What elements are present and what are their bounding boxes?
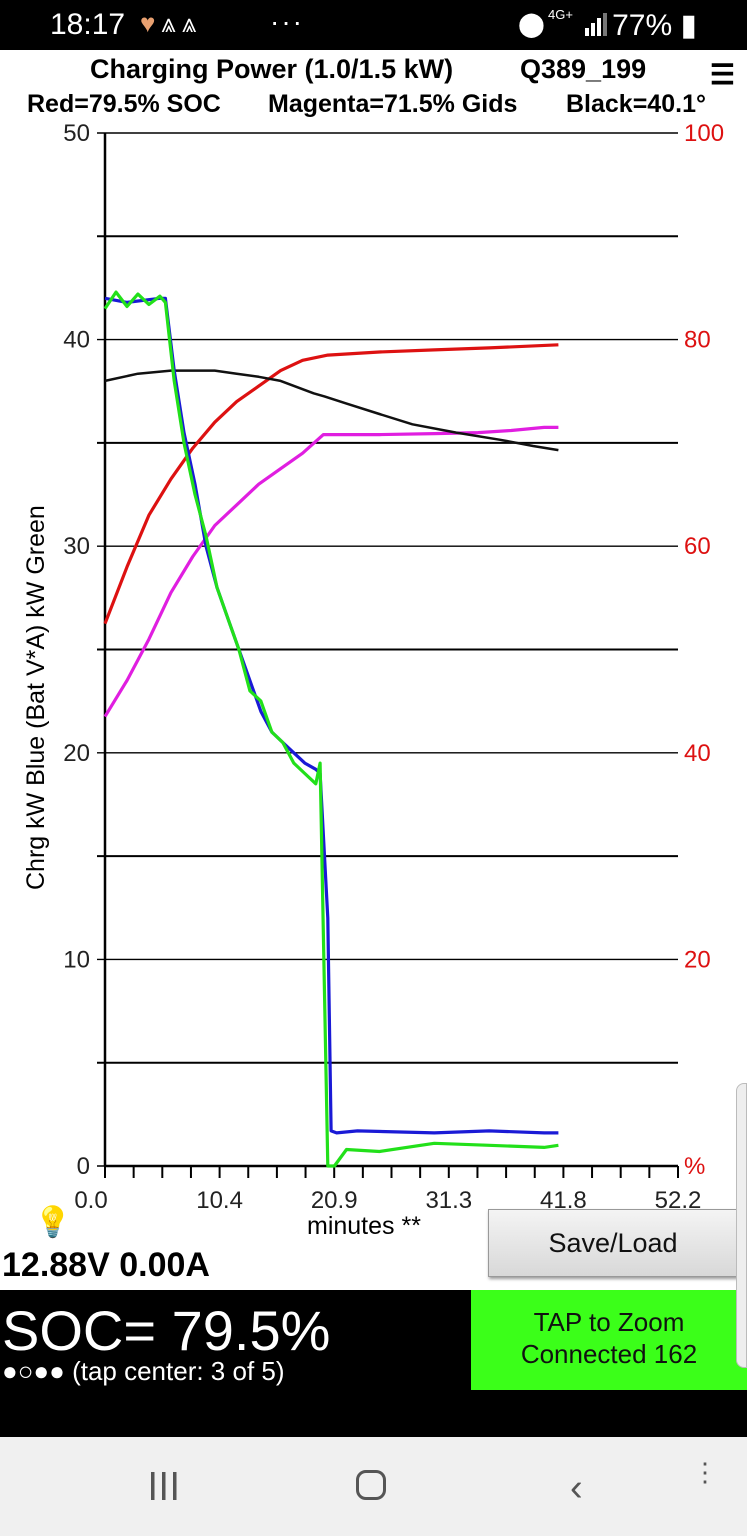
lightbulb-icon[interactable]: 💡	[34, 1206, 72, 1239]
app-a-icon: ⩓	[182, 8, 203, 38]
x-tick-label: 41.8	[540, 1187, 587, 1210]
tap-center-label: (tap center: 3 of 5)	[72, 1356, 285, 1386]
chart-title: Charging Power (1.0/1.5 kW)	[90, 54, 454, 84]
y2-tick-label: %	[684, 1153, 705, 1180]
connection-status: Connected 162	[520, 1339, 698, 1369]
battery-status: 77% ▮	[612, 8, 697, 43]
x-tick-label: 10.4	[196, 1187, 243, 1210]
network-type-label: 4G+	[548, 7, 573, 22]
zoom-label: TAP to Zoom	[533, 1307, 685, 1337]
x-tick-label: 52.2	[655, 1187, 702, 1210]
page-dots-indicator: ●○●●	[2, 1356, 65, 1386]
more-notifications-icon: ···	[270, 6, 304, 37]
status-time: 18:17	[50, 8, 126, 41]
battery-percent: 77%	[612, 9, 673, 42]
status-bar: 18:17 ♥⩓⩓ ··· ⬤ 4G+ 77% ▮	[0, 0, 747, 50]
y-tick-label: 40	[63, 327, 90, 354]
heart-icon: ♥	[140, 8, 162, 38]
series-line-red	[103, 343, 559, 625]
y2-tick-label: 60	[684, 533, 711, 560]
legend-red: Red=79.5% SOC	[27, 90, 221, 118]
app-a-icon: ⩓	[161, 8, 183, 38]
legend-magenta: Magenta=71.5% Gids	[268, 90, 518, 118]
y-tick-label: 10	[63, 946, 90, 973]
edge-panel-handle[interactable]	[736, 1083, 747, 1368]
y-tick-label: 50	[63, 120, 90, 147]
y2-tick-label: 80	[684, 327, 711, 354]
y2-tick-label: 20	[684, 946, 711, 973]
y-tick-label: 0	[77, 1153, 90, 1180]
voltage-current-readout: 12.88V 0.00A	[2, 1246, 210, 1284]
legend-black: Black=40.1°	[566, 90, 706, 118]
notification-icons: ♥⩓⩓	[140, 8, 203, 40]
series-line-black	[104, 369, 559, 452]
y-axis-title: Chrg kW Blue (Bat V*A) kW Green	[22, 505, 50, 890]
y-tick-label: 20	[63, 740, 90, 767]
navigation-bar: ‹ ⋮	[0, 1437, 747, 1536]
tap-center-info: ●○●● (tap center: 3 of 5)	[2, 1356, 285, 1387]
x-tick-label: 0.0	[74, 1187, 107, 1210]
y-tick-label: 30	[63, 533, 90, 560]
x-tick-label: 20.9	[311, 1187, 358, 1210]
signal-icon	[585, 13, 607, 36]
x-axis-title: minutes **	[307, 1212, 421, 1240]
vehicle-id: Q389_199	[520, 54, 647, 84]
charging-chart[interactable]: 0.0 10.4 20.9 31.3 41.8 52.2 0 10 20 30 40 50% 20 40 6…	[0, 120, 747, 1210]
series-line-magenta	[103, 425, 559, 718]
soc-display[interactable]: SOC= 79.5%	[2, 1299, 331, 1362]
save-load-button[interactable]: Save/Load	[488, 1209, 738, 1277]
location-icon: ⬤	[518, 11, 545, 38]
y2-tick-label: 100	[684, 120, 724, 147]
back-icon[interactable]: ‹	[570, 1467, 583, 1509]
more-options-icon[interactable]: ⋮	[692, 1457, 718, 1487]
series-line-blue	[104, 296, 559, 1135]
recent-apps-icon[interactable]	[148, 1470, 180, 1502]
y2-tick-label: 40	[684, 740, 711, 767]
home-icon[interactable]	[356, 1470, 386, 1500]
menu-icon[interactable]: ☰	[709, 59, 735, 90]
battery-icon: ▮	[680, 9, 697, 42]
tap-to-zoom-button[interactable]: TAP to Zoom Connected 162	[471, 1290, 747, 1390]
x-tick-label: 31.3	[425, 1187, 472, 1210]
series-line-green	[103, 290, 559, 1168]
